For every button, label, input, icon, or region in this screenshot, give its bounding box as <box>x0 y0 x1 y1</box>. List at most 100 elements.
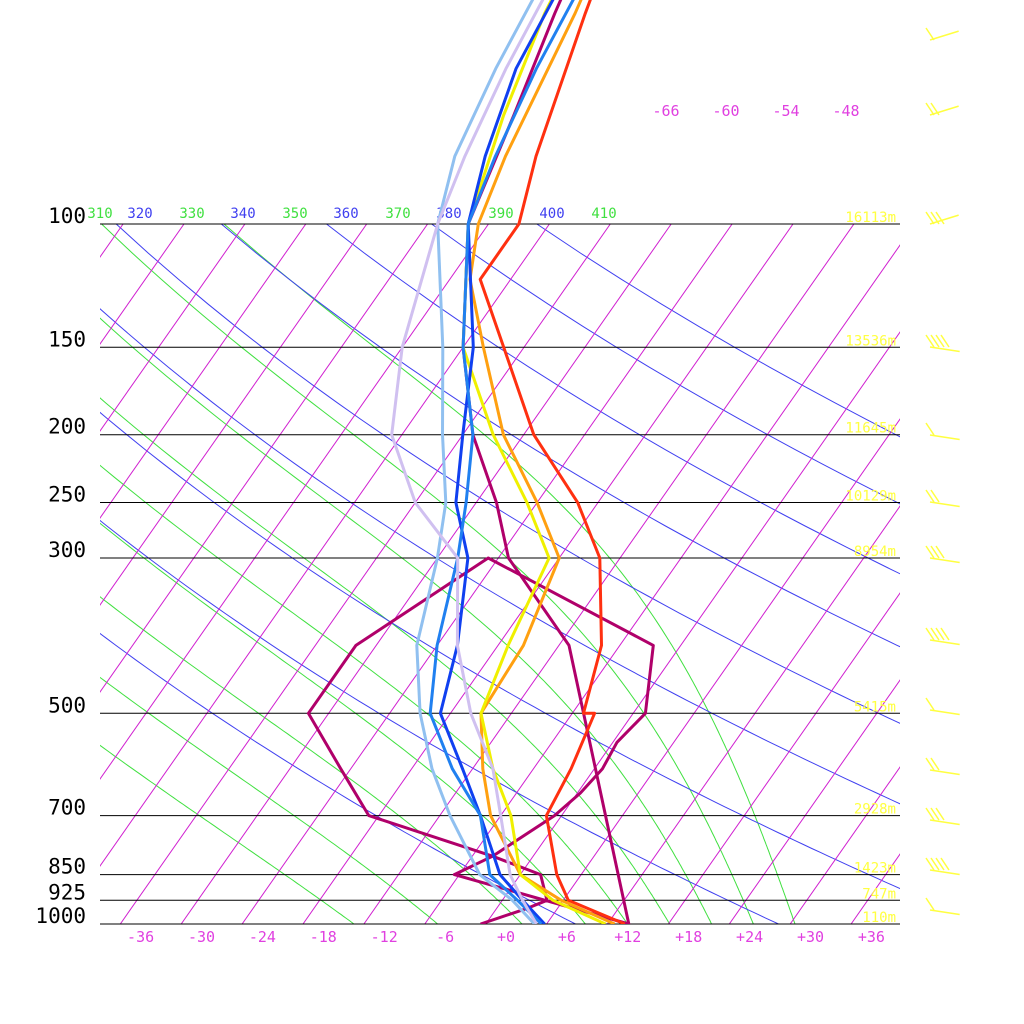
moist-adiabat-line <box>100 676 439 924</box>
upper-temperature-label: -48 <box>832 102 859 120</box>
theta-label: 320 <box>127 206 152 222</box>
temperature-tick-label: -6 <box>436 928 454 946</box>
temperature-tick-label: -24 <box>249 928 276 946</box>
height-label: 1423m <box>854 861 896 877</box>
wind-barb <box>925 897 960 916</box>
height-label: 747m <box>862 886 896 902</box>
isotherm-line <box>100 224 246 432</box>
pressure-label: 150 <box>48 327 86 351</box>
height-label: 13536m <box>845 333 896 349</box>
theta-label: 330 <box>179 206 204 222</box>
wind-barb <box>925 334 960 353</box>
isotherm-line <box>180 224 672 924</box>
isotherm-line <box>607 505 900 924</box>
wind-barb <box>925 627 960 646</box>
temperature-tick-label: -36 <box>127 928 154 946</box>
temperature-tick-label: +12 <box>614 928 641 946</box>
theta-label: 400 <box>539 206 564 222</box>
temperature-tick-label: -18 <box>310 928 337 946</box>
wind-barb <box>925 757 960 776</box>
wind-barb <box>925 857 960 876</box>
isotherm-line <box>100 224 489 780</box>
height-label: 8954m <box>854 544 896 560</box>
isotherm-line <box>119 224 611 924</box>
theta-label: 390 <box>488 206 513 222</box>
wind-barb <box>925 489 960 508</box>
height-label: 10129m <box>845 489 896 505</box>
height-label: 5415m <box>854 699 896 715</box>
pressure-label: 200 <box>48 415 86 439</box>
moist-adiabat-line <box>100 744 355 924</box>
wind-barb <box>925 422 960 441</box>
isotherm-line <box>100 224 368 606</box>
temperature-tick-label: +30 <box>797 928 824 946</box>
upper-temperature-labels: -66 -60 -54 -48 <box>652 102 859 120</box>
upper-temperature-label: -54 <box>772 102 799 120</box>
temperature-tick-label: -12 <box>371 928 398 946</box>
pressure-label: 300 <box>48 538 86 562</box>
wind-barb <box>925 102 959 116</box>
wind-barbs <box>925 27 960 916</box>
isotherm-line <box>485 331 900 924</box>
temperature-ticks: -36 -30 -24 -18 -12 -6 +0 +6 +12 +18 +24 +30 +36 <box>127 928 885 946</box>
theta-label: 410 <box>591 206 616 222</box>
series-line <box>428 0 575 924</box>
series-line <box>415 0 536 924</box>
upper-temperature-label: -66 <box>652 102 679 120</box>
theta-label: 360 <box>333 206 358 222</box>
pressure-label: 850 <box>48 855 86 879</box>
height-label: 16113m <box>845 210 896 226</box>
isotherm-line <box>302 224 794 924</box>
isotherm-line <box>241 224 733 924</box>
wind-barb <box>925 545 960 564</box>
dry-adiabat-line <box>326 224 900 575</box>
series-line <box>390 0 545 924</box>
isotherm-line <box>728 679 900 924</box>
pressure-label: 700 <box>48 796 86 820</box>
dry-adiabat-line <box>100 519 780 924</box>
moist-adiabat-line <box>100 522 587 924</box>
dry-adiabat-line <box>100 411 900 890</box>
pressure-label: 1000 <box>35 904 86 928</box>
pressure-label: 250 <box>48 483 86 507</box>
wind-barb <box>925 27 959 41</box>
dry-adiabat-line <box>100 308 900 805</box>
theta-label: 370 <box>385 206 410 222</box>
temperature-tick-label: +36 <box>858 928 885 946</box>
dry-adiabat-line <box>220 224 900 648</box>
isotherm-line <box>100 224 429 693</box>
height-label: 2928m <box>854 802 896 818</box>
series-line <box>478 0 626 924</box>
pressure-label: 500 <box>48 693 86 717</box>
isotherm-line <box>100 224 550 867</box>
pressure-label: 100 <box>48 204 86 228</box>
height-label: 11645m <box>845 421 896 437</box>
pressure-label: 925 <box>48 880 86 904</box>
isotherm-line <box>789 766 900 924</box>
isotherm-line <box>667 592 900 924</box>
moist-adiabat-line <box>100 596 523 924</box>
wind-barb <box>925 807 960 826</box>
theta-label: 350 <box>282 206 307 222</box>
theta-label: 310 <box>87 206 112 222</box>
isotherms <box>100 224 900 924</box>
dry-adiabat-line <box>115 224 900 724</box>
height-label: 110m <box>862 910 896 926</box>
temperature-tick-label: +18 <box>675 928 702 946</box>
isotherm-line <box>100 224 307 519</box>
height-labels: 16113m 13536m 11645m 10129m 8954m 5415m 2928m 1… <box>845 210 896 926</box>
temperature-tick-label: -30 <box>188 928 215 946</box>
temperature-tick-label: +24 <box>736 928 763 946</box>
series-lines <box>306 0 655 924</box>
temperature-tick-label: +6 <box>558 928 576 946</box>
upper-temperature-label: -60 <box>712 102 739 120</box>
temperature-tick-label: +0 <box>497 928 515 946</box>
wind-barb <box>925 697 960 716</box>
theta-label: 340 <box>230 206 255 222</box>
moist-adiabat-line <box>100 464 629 924</box>
isotherm-line <box>100 224 185 345</box>
moist-adiabat-line <box>100 397 671 924</box>
moist-adiabat-line <box>100 224 754 924</box>
